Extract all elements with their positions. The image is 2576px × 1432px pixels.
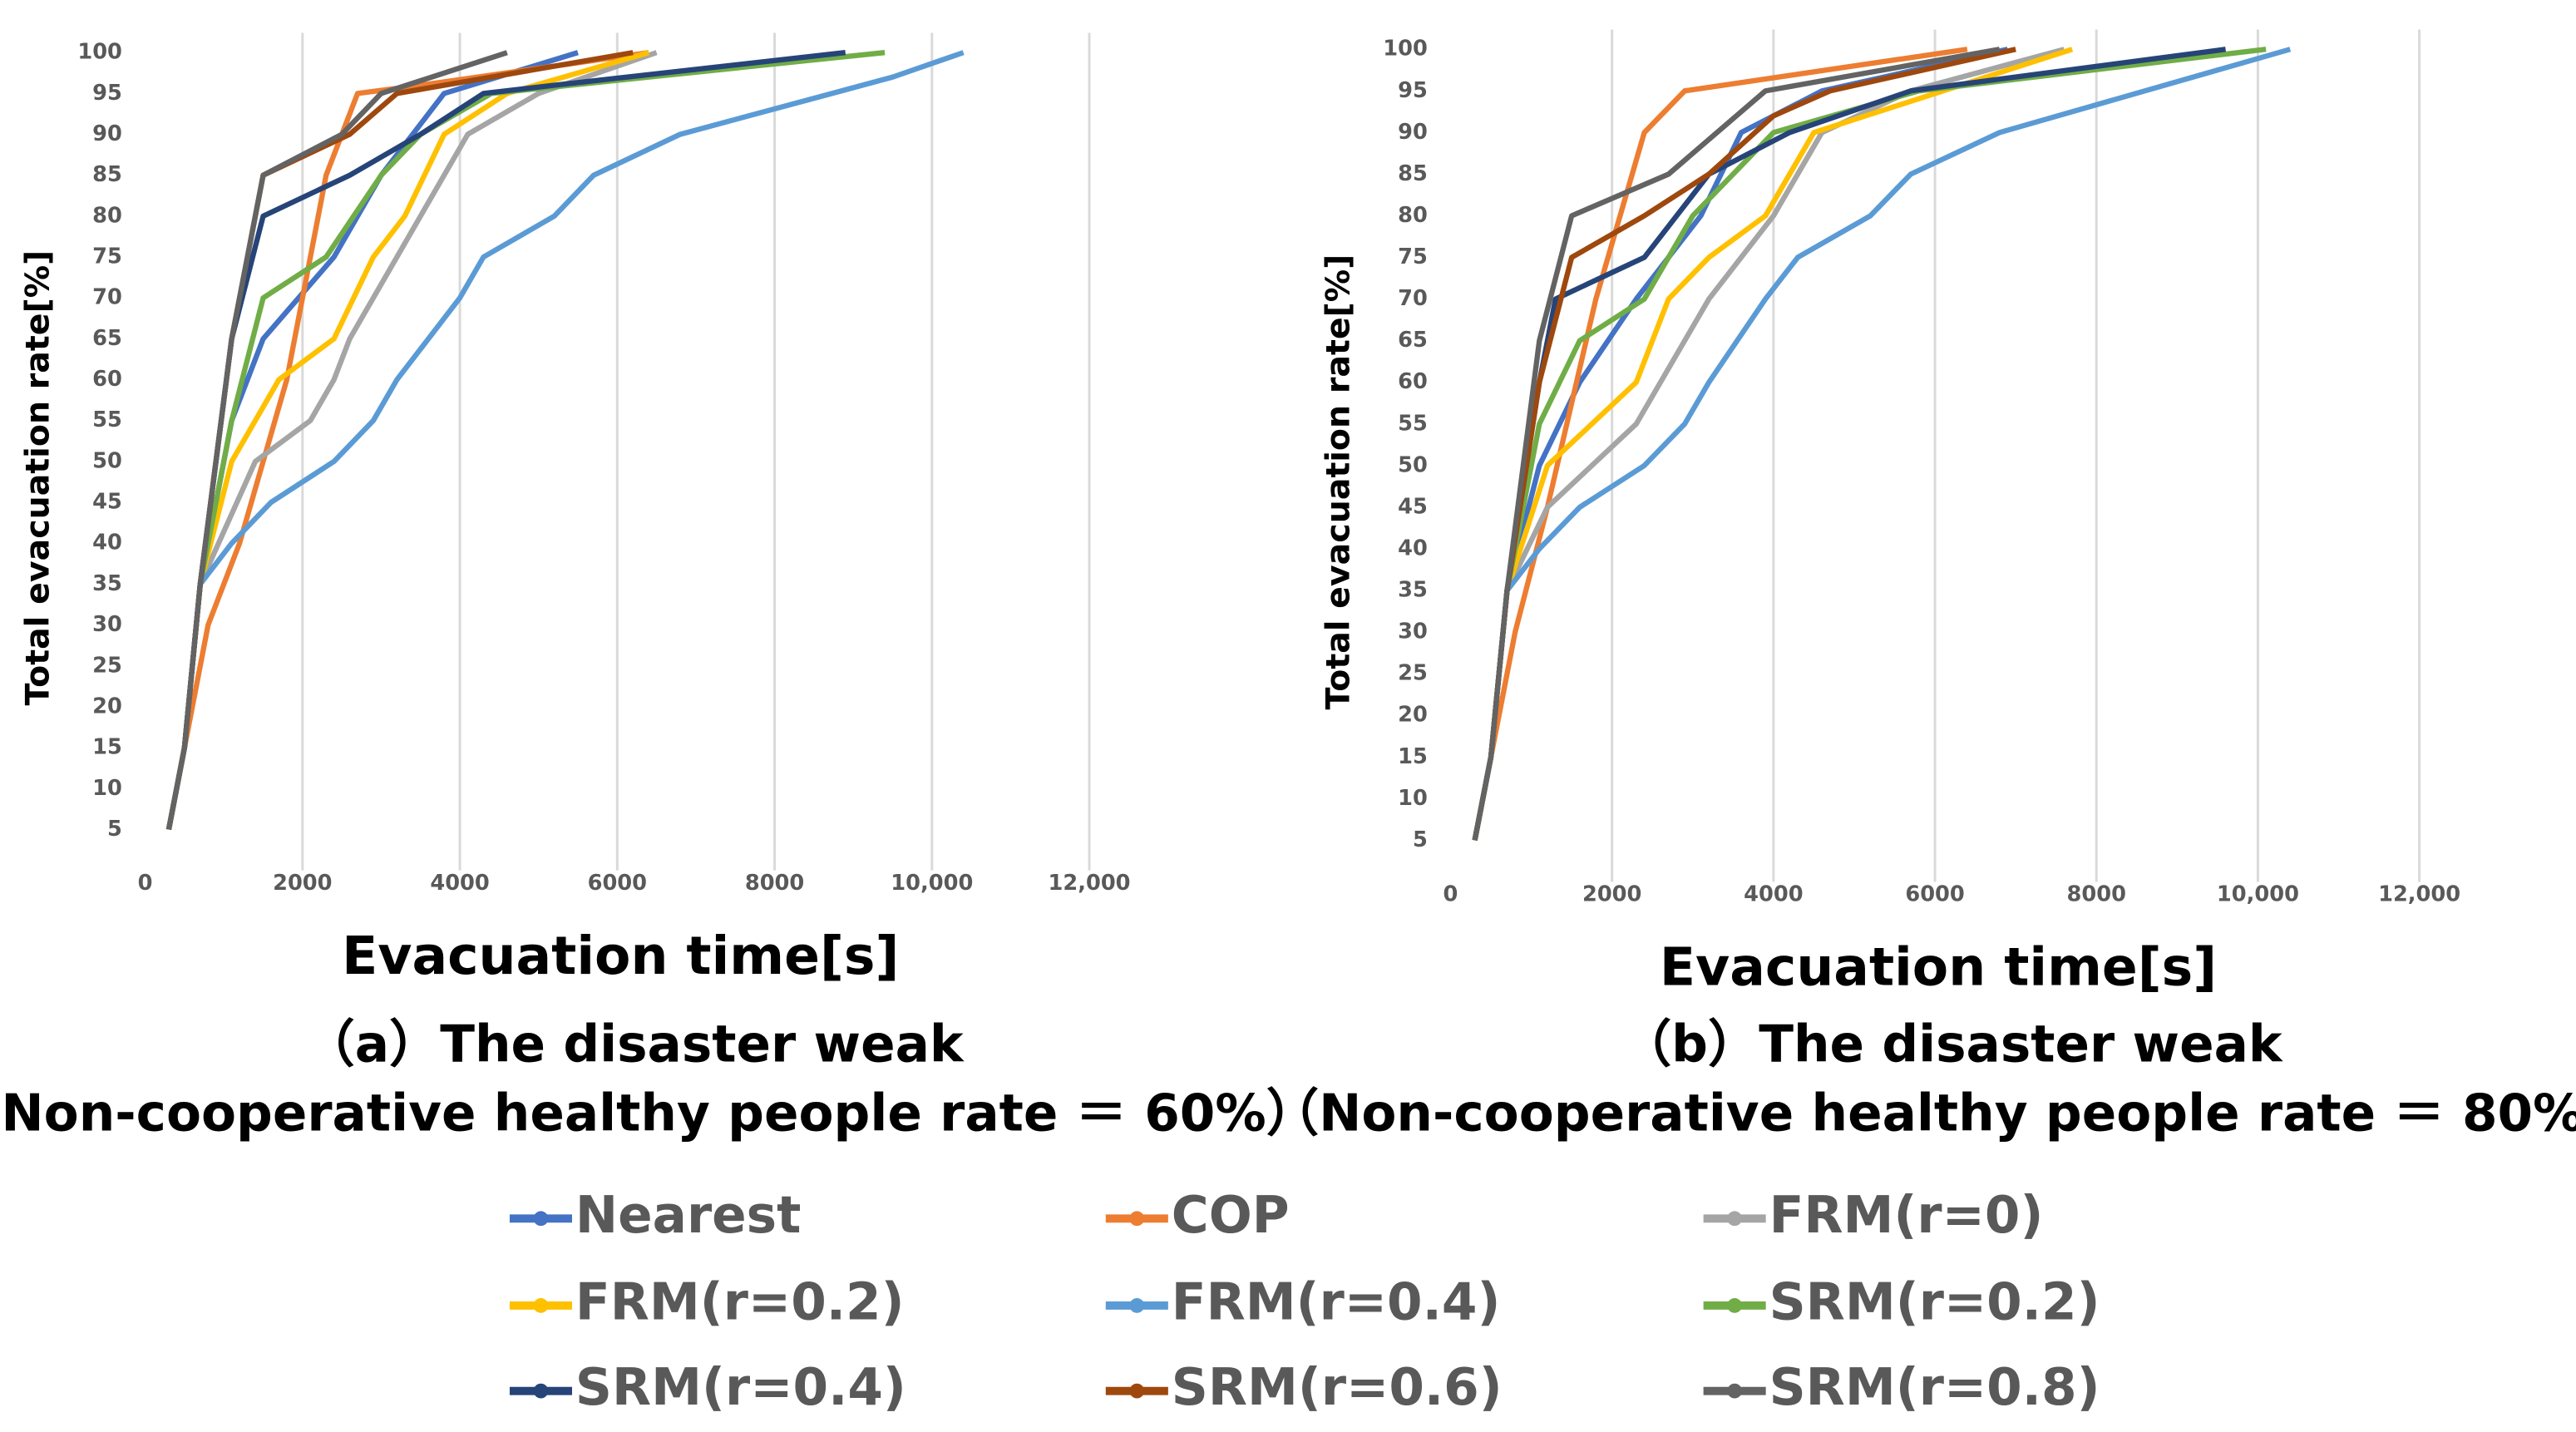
- x-tick-label: 12,000: [2378, 882, 2460, 907]
- y-tick-label: 20: [1398, 703, 1428, 728]
- legend-label: SRM(r=0.6): [1172, 1358, 1503, 1417]
- x-tick-label: 0: [138, 871, 153, 896]
- series-line: [165, 50, 650, 831]
- x-tick-label: 4000: [1744, 882, 1803, 907]
- y-axis-title: Total evacuation rate[%]: [1320, 254, 1358, 710]
- y-tick-label: 85: [1398, 161, 1428, 186]
- y-tick-label: 25: [1398, 661, 1428, 686]
- y-tick-label: 50: [1398, 452, 1428, 477]
- x-tick-label: 2000: [1582, 882, 1641, 907]
- y-tick-label: 50: [92, 448, 122, 473]
- x-tick-label: 4000: [430, 871, 489, 896]
- legend-label: FRM(r=0.4): [1172, 1273, 1501, 1332]
- legend-marker: [1129, 1211, 1145, 1227]
- legend-marker: [1727, 1298, 1743, 1313]
- y-tick-label: 65: [1398, 328, 1428, 353]
- y-tick-label: 45: [92, 490, 122, 515]
- y-tick-label: 75: [1398, 244, 1428, 269]
- y-tick-label: 30: [1398, 620, 1428, 644]
- legend-marker: [1727, 1211, 1743, 1227]
- x-tick-label: 6000: [1905, 882, 1964, 907]
- y-tick-label: 80: [92, 203, 122, 228]
- series-line: [165, 50, 508, 831]
- legend-label: FRM(r=0.2): [575, 1273, 905, 1332]
- legend-marker: [533, 1298, 549, 1313]
- series-line: [165, 50, 965, 831]
- y-tick-label: 10: [92, 776, 122, 801]
- y-tick-label: 55: [1398, 411, 1428, 436]
- legend-marker: [1727, 1383, 1743, 1399]
- y-tick-label: 25: [92, 653, 122, 678]
- x-tick-label: 0: [1443, 882, 1458, 907]
- y-tick-label: 85: [92, 162, 122, 187]
- y-tick-label: 80: [1398, 203, 1428, 228]
- y-tick-label: 90: [92, 121, 122, 146]
- y-tick-label: 30: [92, 612, 122, 637]
- y-tick-label: 100: [77, 40, 122, 65]
- caption: （b）The disaster weak: [1621, 1015, 2283, 1074]
- legend-marker: [533, 1211, 549, 1227]
- legend-label: COP: [1172, 1186, 1290, 1245]
- y-tick-label: 45: [1398, 494, 1428, 519]
- y-tick-label: 65: [92, 326, 122, 351]
- y-tick-label: 5: [107, 817, 122, 842]
- legend-marker: [533, 1383, 549, 1399]
- legend-label: SRM(r=0.4): [575, 1358, 906, 1417]
- x-axis-title: Evacuation time[s]: [342, 925, 899, 986]
- x-tick-label: 10,000: [891, 871, 973, 896]
- x-tick-label: 6000: [588, 871, 647, 896]
- y-tick-label: 95: [1398, 78, 1428, 103]
- y-tick-label: 55: [92, 407, 122, 432]
- y-tick-label: 70: [1398, 286, 1428, 311]
- x-tick-label: 10,000: [2217, 882, 2299, 907]
- caption: （Non-cooperative healthy people rate ＝ 8…: [1268, 1084, 2576, 1143]
- y-tick-label: 15: [1398, 744, 1428, 769]
- y-tick-label: 95: [92, 81, 122, 106]
- legend-marker: [1129, 1383, 1145, 1399]
- y-tick-label: 10: [1398, 786, 1428, 811]
- x-tick-label: 12,000: [1049, 871, 1131, 896]
- y-tick-label: 40: [92, 531, 122, 556]
- legend-label: FRM(r=0): [1769, 1186, 2044, 1245]
- legend-label: Nearest: [575, 1186, 801, 1245]
- y-tick-label: 5: [1413, 827, 1428, 852]
- legend-label: SRM(r=0.8): [1769, 1358, 2100, 1417]
- y-tick-label: 90: [1398, 120, 1428, 145]
- x-tick-label: 2000: [273, 871, 332, 896]
- y-tick-label: 35: [92, 571, 122, 596]
- y-axis-title: Total evacuation rate[%]: [19, 250, 57, 706]
- y-tick-label: 35: [1398, 578, 1428, 603]
- y-tick-label: 60: [1398, 369, 1428, 394]
- legend-label: SRM(r=0.2): [1769, 1273, 2100, 1332]
- y-tick-label: 100: [1383, 37, 1428, 62]
- x-tick-label: 8000: [745, 871, 804, 896]
- x-axis-title: Evacuation time[s]: [1660, 936, 2217, 998]
- x-tick-label: 8000: [2067, 882, 2126, 907]
- y-tick-label: 70: [92, 285, 122, 310]
- series-line: [1472, 47, 2292, 841]
- y-tick-label: 20: [92, 694, 122, 718]
- series-line: [165, 50, 634, 831]
- y-tick-label: 15: [92, 735, 122, 760]
- y-tick-label: 40: [1398, 536, 1428, 560]
- legend-marker: [1129, 1298, 1145, 1313]
- series-line: [1472, 47, 2227, 841]
- caption: （Non-cooperative healthy people rate ＝ 6…: [0, 1084, 1317, 1143]
- y-tick-label: 75: [92, 244, 122, 269]
- y-tick-label: 60: [92, 367, 122, 392]
- series-line: [1472, 47, 2001, 841]
- series-line: [1472, 47, 2267, 841]
- caption: （a）The disaster weak: [303, 1015, 964, 1074]
